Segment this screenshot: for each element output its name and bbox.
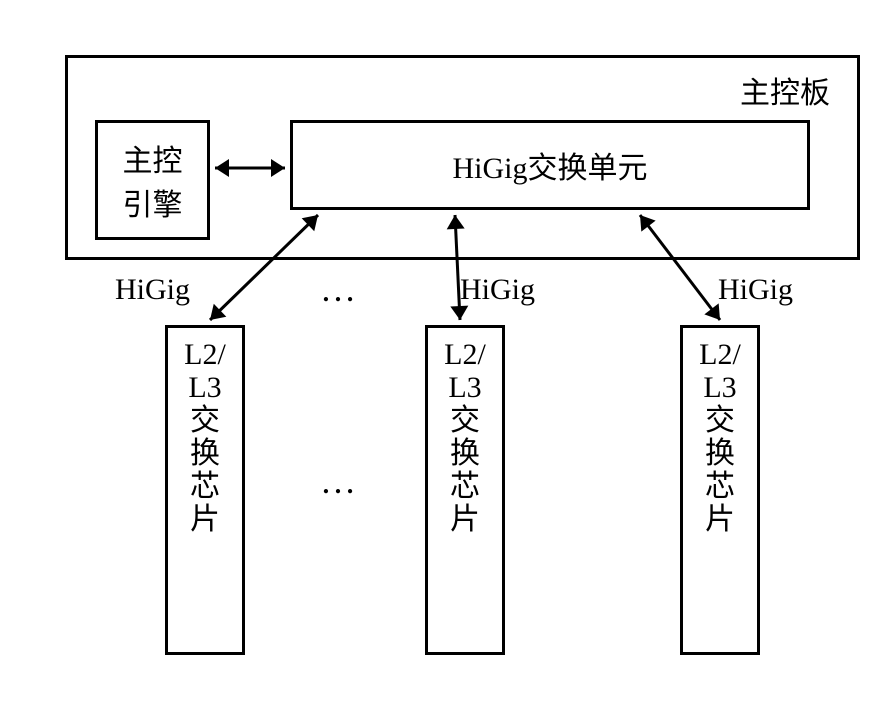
higig-label-mid: HiGig (460, 273, 535, 307)
engine-label-wrap: 主控 引擎 (98, 123, 207, 237)
chip-label-l2: L3 (448, 371, 481, 404)
chip-label-char: 芯 (450, 470, 480, 503)
chip-label: L2/L3交换芯片 (168, 328, 242, 662)
chip-box-1: L2/L3交换芯片 (425, 325, 505, 655)
ellipsis-top: … (320, 268, 356, 310)
higig-label-right: HiGig (718, 273, 793, 307)
ellipsis-bottom: … (320, 460, 356, 502)
chip-box-2: L2/L3交换芯片 (680, 325, 760, 655)
chip-label-l1: L2/ (444, 338, 486, 371)
chip-label: L2/L3交换芯片 (683, 328, 757, 662)
switch-unit-label: HiGig交换单元 (453, 143, 648, 187)
chip-label-char: 换 (450, 437, 480, 470)
engine-label-line2: 引擎 (123, 180, 183, 224)
chip-label-char: 片 (705, 503, 735, 536)
chip-label-char: 芯 (705, 470, 735, 503)
chip-label-char: 片 (190, 503, 220, 536)
main-board-title: 主控板 (740, 68, 830, 112)
chip-box-0: L2/L3交换芯片 (165, 325, 245, 655)
engine-label-line1: 主控 (123, 136, 183, 180)
chip-label-char: 交 (450, 404, 480, 437)
engine-box: 主控 引擎 (95, 120, 210, 240)
chip-label-l2: L3 (188, 371, 221, 404)
chip-label-l2: L3 (703, 371, 736, 404)
chip-label-char: 交 (705, 404, 735, 437)
chip-label: L2/L3交换芯片 (428, 328, 502, 662)
chip-label-char: 片 (450, 503, 480, 536)
chip-label-char: 换 (190, 437, 220, 470)
chip-label-char: 换 (705, 437, 735, 470)
chip-label-l1: L2/ (184, 338, 226, 371)
switch-unit-label-wrap: HiGig交换单元 (293, 123, 807, 207)
chip-label-l1: L2/ (699, 338, 741, 371)
diagram-canvas: 主控板 主控 引擎 HiGig交换单元 HiGig HiGig HiGig … … (20, 20, 891, 700)
chip-label-char: 交 (190, 404, 220, 437)
switch-unit-box: HiGig交换单元 (290, 120, 810, 210)
higig-label-left: HiGig (115, 273, 190, 307)
chip-label-char: 芯 (190, 470, 220, 503)
